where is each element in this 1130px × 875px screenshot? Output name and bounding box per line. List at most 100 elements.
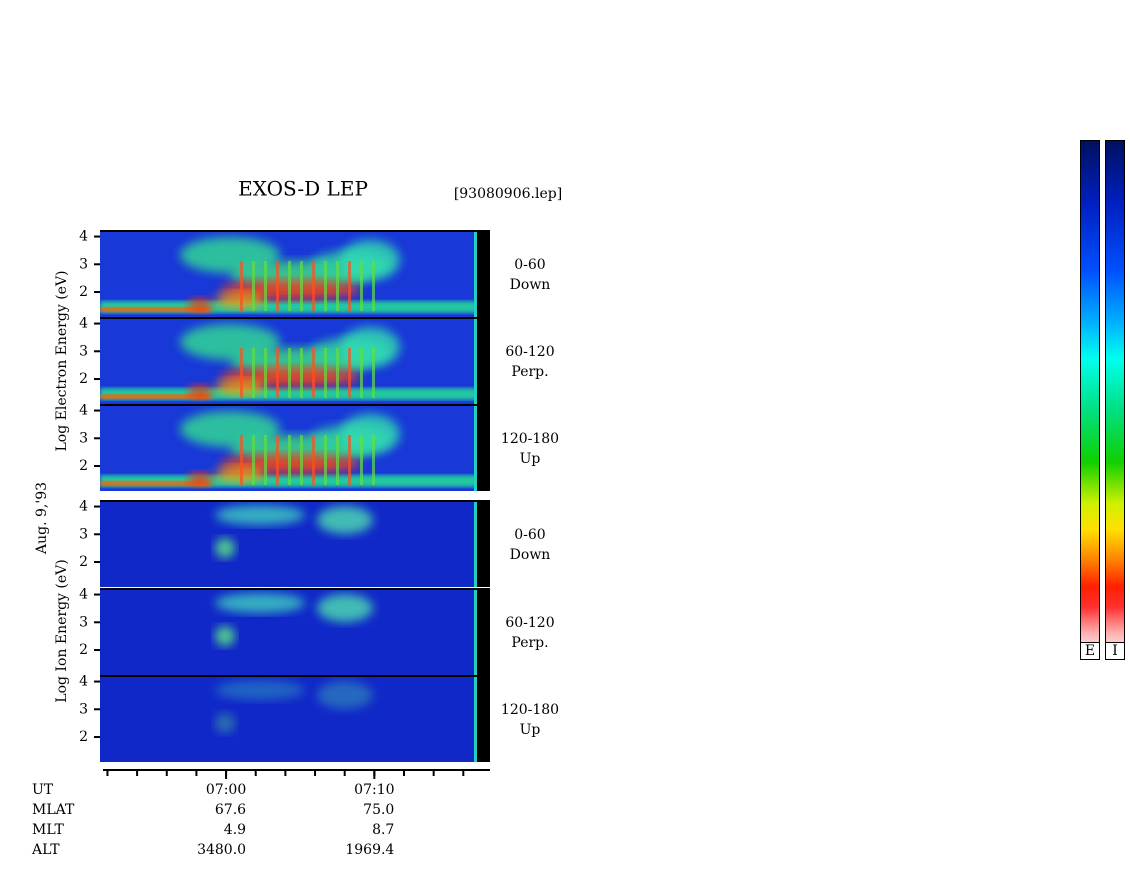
spectrogram-texture (100, 324, 477, 400)
ephemeris-value: 4.9 (224, 822, 246, 838)
direction-label: Up (520, 722, 541, 738)
date-label: Aug. 9,'93 (34, 482, 50, 555)
intensity-streak (312, 261, 315, 311)
y-tick-label: 3 (79, 430, 88, 446)
panel-edge-stripe (474, 676, 477, 762)
spectrogram-texture (100, 411, 477, 487)
intensity-streak (288, 261, 291, 311)
y-tick-label: 2 (79, 729, 88, 745)
intensity-blob (215, 505, 305, 525)
spectrogram-texture (215, 680, 373, 733)
electron-axis-label: Log Electron Energy (eV) (54, 270, 70, 451)
low-energy-core (100, 481, 210, 486)
y-tick-label: 4 (79, 587, 88, 603)
intensity-streak (276, 261, 279, 311)
y-tick-label: 3 (79, 343, 88, 359)
panel-edge-stripe (474, 318, 477, 404)
intensity-blob (215, 593, 305, 613)
intensity-streak (312, 435, 315, 485)
spectrogram-texture (100, 237, 477, 313)
intensity-blob (215, 626, 235, 646)
panel-edge (477, 501, 490, 587)
ephemeris-value: 8.7 (372, 822, 394, 838)
ephemeris-label: MLT (32, 822, 64, 838)
direction-label: Perp. (511, 635, 548, 651)
y-tick-label: 2 (79, 642, 88, 658)
y-tick-label: 4 (79, 674, 88, 690)
ion-axis-label: Log Ion Energy (eV) (54, 559, 70, 702)
y-tick-label: 2 (79, 284, 88, 300)
intensity-streak (312, 348, 315, 398)
colorbar-label: I (1105, 642, 1125, 660)
y-tick-label: 2 (79, 554, 88, 570)
intensity-blob (340, 327, 400, 367)
title: EXOS-D LEP (238, 177, 368, 201)
intensity-streak (264, 348, 267, 398)
x-tick-label: 07:10 (354, 782, 394, 798)
panel-edge-stripe (474, 231, 477, 317)
intensity-streak (240, 348, 243, 398)
intensity-streak (300, 261, 303, 311)
ephemeris-value: 1969.4 (345, 842, 394, 858)
intensity-streak (264, 435, 267, 485)
intensity-blob (317, 681, 373, 709)
y-tick-label: 4 (79, 229, 88, 245)
intensity-streak (324, 435, 327, 485)
intensity-streak (336, 435, 339, 485)
intensity-blob (340, 240, 400, 280)
intensity-blob (188, 298, 212, 312)
colorbar-electron (1080, 140, 1100, 660)
pitch-angle-label: 0-60 (514, 527, 545, 543)
intensity-blob (215, 713, 235, 733)
spectrograms (100, 230, 490, 762)
panel-edge-stripe (474, 589, 477, 675)
intensity-blob (340, 414, 400, 454)
intensity-streak (348, 435, 351, 485)
panel-edge (477, 318, 490, 404)
spectrogram-texture (215, 505, 373, 558)
ephemeris-value: 75.0 (363, 802, 394, 818)
panel-edge-stripe (474, 501, 477, 587)
colorbar-label: E (1080, 642, 1100, 660)
intensity-streak (252, 261, 255, 311)
intensity-streak (252, 435, 255, 485)
pitch-angle-label: 120-180 (501, 431, 559, 447)
intensity-streak (288, 435, 291, 485)
panel-edge (477, 405, 490, 491)
intensity-blob (215, 680, 305, 700)
y-tick-label: 4 (79, 499, 88, 515)
y-tick-label: 2 (79, 371, 88, 387)
panel-edge-stripe (474, 405, 477, 491)
y-tick-label: 3 (79, 526, 88, 542)
intensity-streak (372, 435, 375, 485)
file-name: [93080906.lep] (454, 186, 562, 202)
intensity-streak (252, 348, 255, 398)
ephemeris-label: MLAT (32, 802, 75, 818)
intensity-streak (372, 348, 375, 398)
intensity-blob (317, 594, 373, 622)
direction-label: Perp. (511, 364, 548, 380)
intensity-streak (336, 348, 339, 398)
intensity-streak (264, 261, 267, 311)
y-tick-label: 4 (79, 316, 88, 332)
y-tick-label: 3 (79, 701, 88, 717)
low-energy-core (100, 307, 210, 312)
intensity-blob (317, 506, 373, 534)
intensity-streak (276, 348, 279, 398)
intensity-streak (360, 435, 363, 485)
intensity-streak (360, 261, 363, 311)
low-energy-core (100, 394, 210, 399)
pitch-angle-label: 60-120 (505, 344, 554, 360)
pitch-angle-label: 0-60 (514, 257, 545, 273)
intensity-blob (215, 538, 235, 558)
panel-edge (477, 231, 490, 317)
intensity-streak (360, 348, 363, 398)
panel-edge (477, 676, 490, 762)
intensity-blob (188, 385, 212, 399)
intensity-streak (348, 348, 351, 398)
intensity-streak (288, 348, 291, 398)
ephemeris-value: 3480.0 (197, 842, 246, 858)
time-axis-label: UT (32, 782, 54, 798)
